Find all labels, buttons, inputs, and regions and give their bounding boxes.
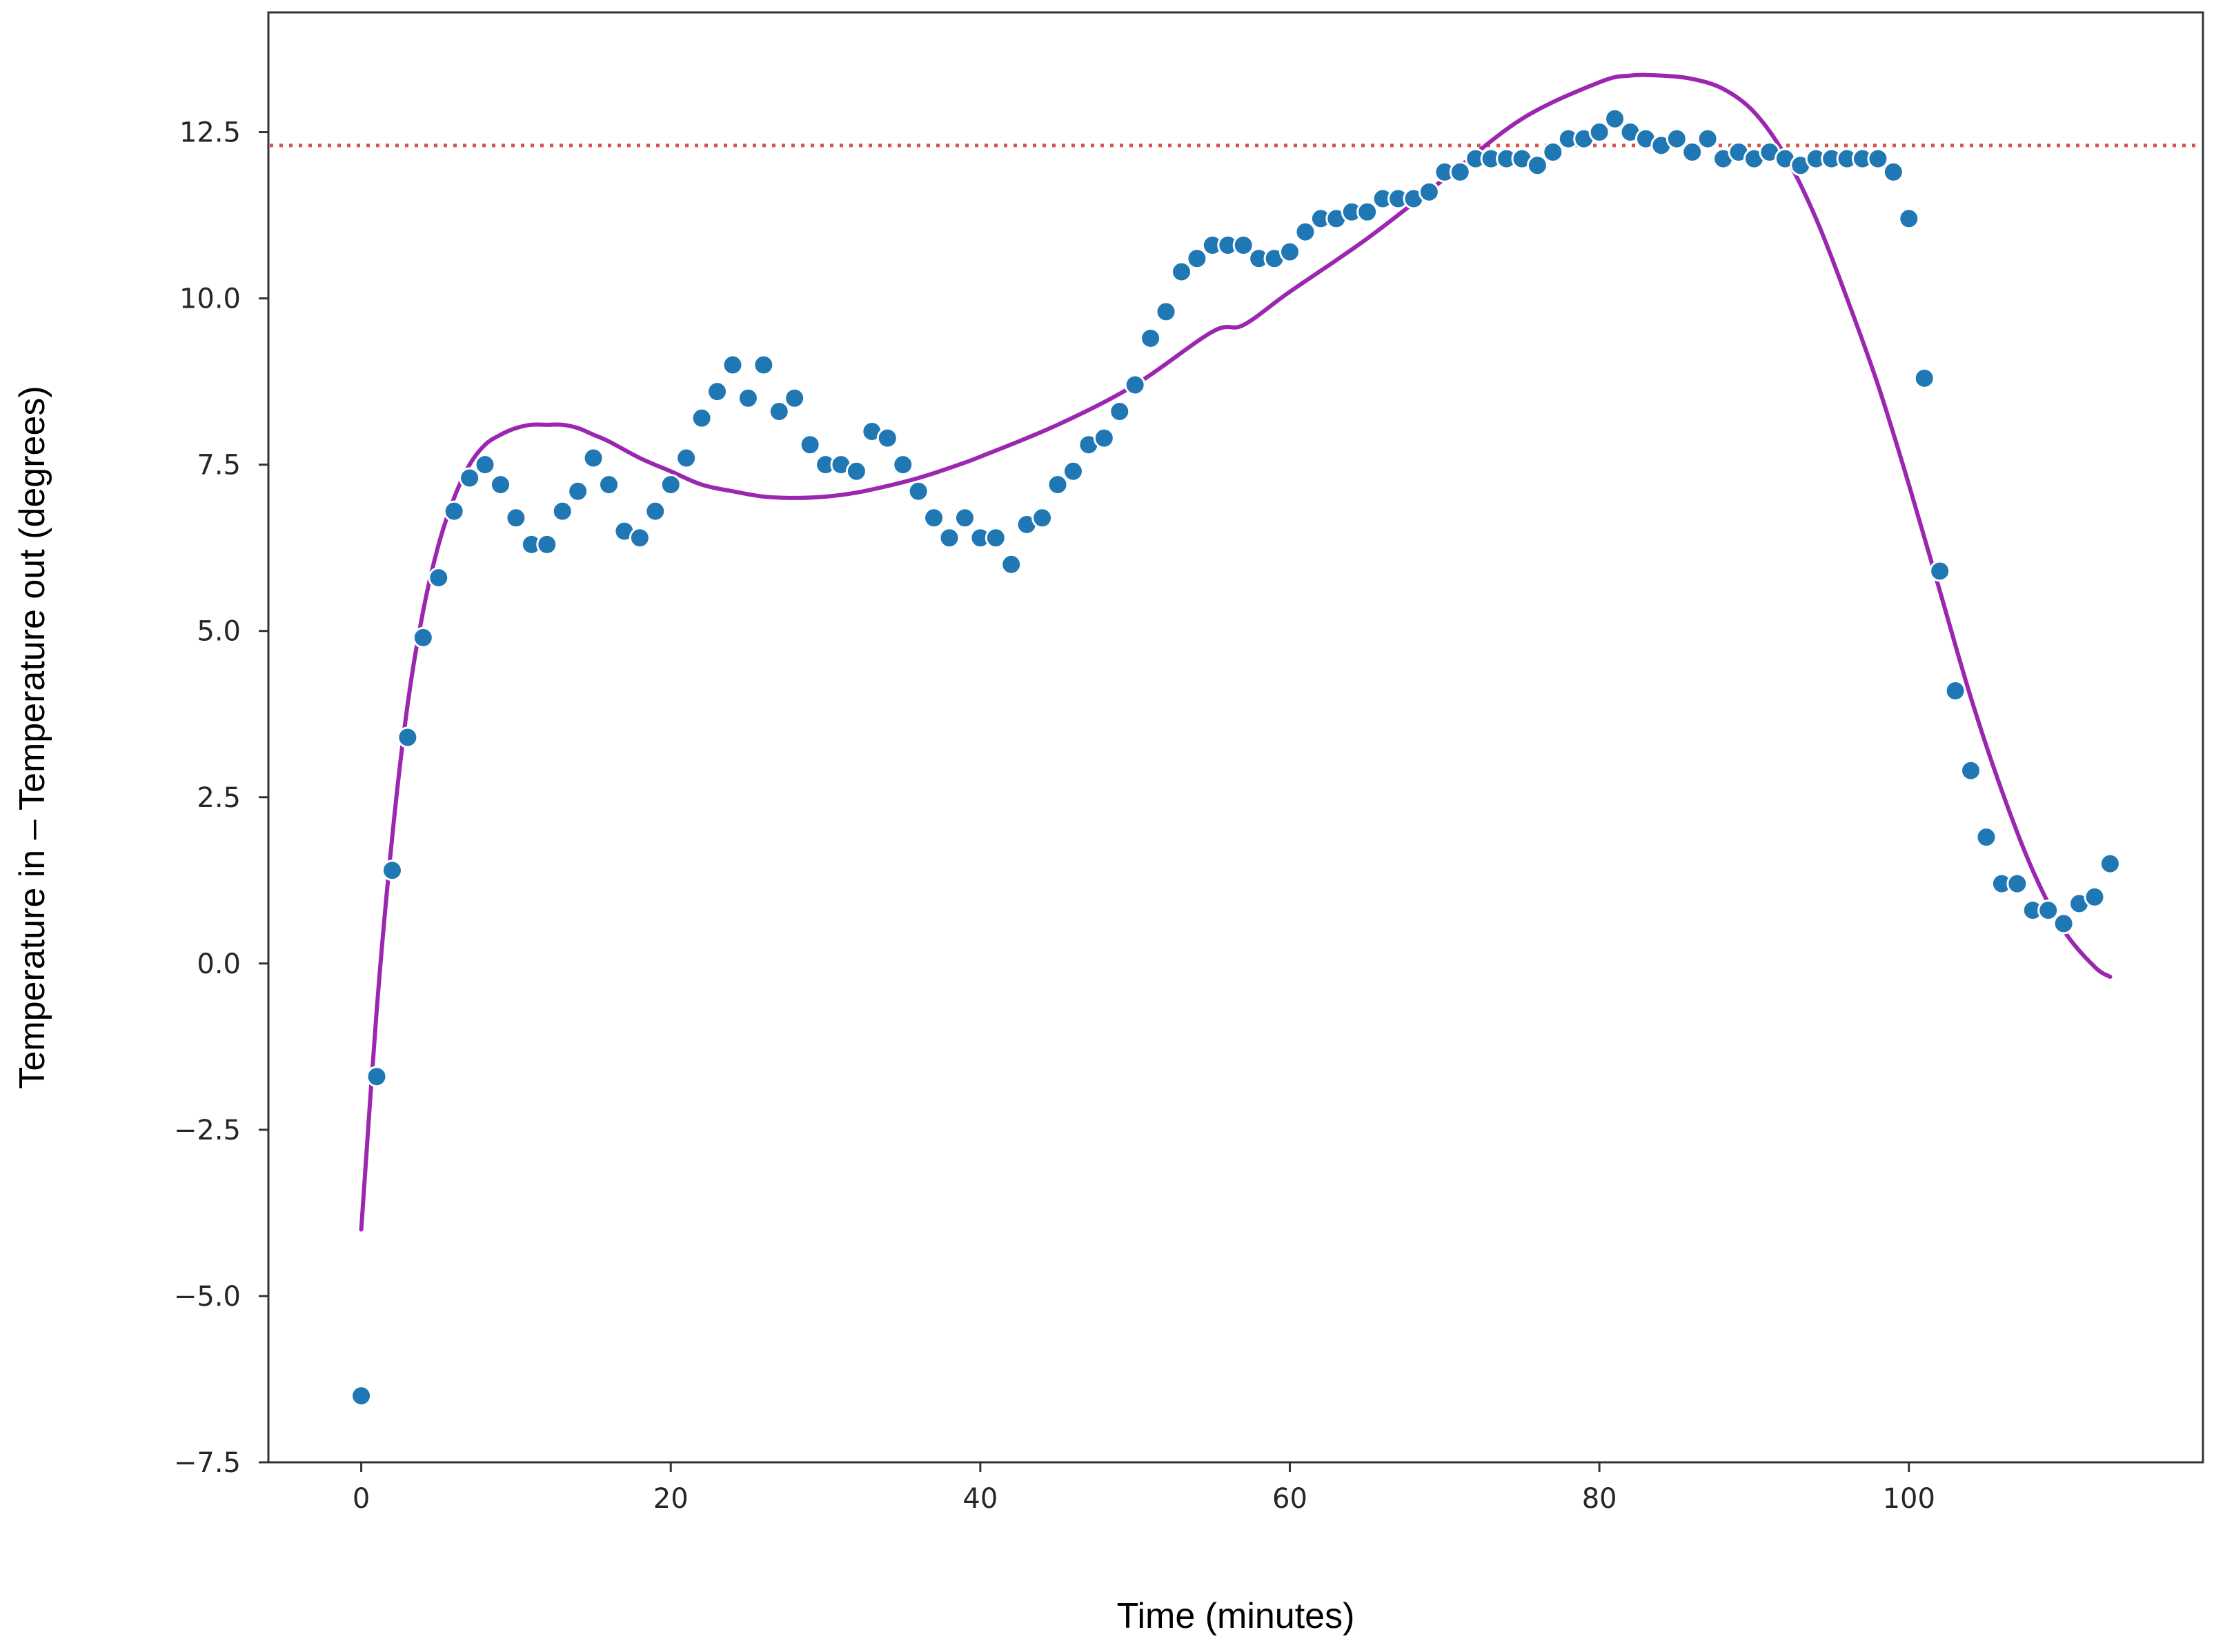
data-point: [567, 480, 589, 502]
y-tick-label: 10.0: [179, 283, 241, 315]
data-point: [1140, 327, 1162, 349]
data-point: [1944, 680, 1966, 702]
x-axis-label: Time (minutes): [1117, 1596, 1355, 1636]
data-point: [2006, 873, 2028, 895]
data-point: [892, 454, 914, 476]
y-tick-label: 2.5: [197, 782, 241, 814]
plot-frame: [267, 11, 2204, 1464]
data-point: [1526, 155, 1548, 177]
data-point: [1898, 208, 1920, 230]
data-point: [1604, 108, 1626, 130]
y-tick-label: 12.5: [179, 117, 241, 149]
data-point: [629, 527, 651, 549]
data-point: [1666, 128, 1688, 150]
fit-line-layer: [359, 72, 2113, 1232]
y-tick-label: 7.5: [197, 450, 241, 481]
data-point: [784, 387, 806, 409]
data-point: [1031, 507, 1054, 529]
x-tick-label: 60: [1272, 1483, 1307, 1515]
data-point: [953, 507, 976, 529]
x-axis-ticks: 0 20 40 60 80 100: [353, 1462, 1935, 1515]
data-point: [1047, 474, 1069, 496]
data-point: [1542, 141, 1564, 163]
data-point: [1418, 181, 1440, 203]
data-point: [1681, 141, 1703, 163]
x-tick-label: 100: [1883, 1483, 1935, 1515]
data-point: [1960, 759, 1982, 782]
data-point: [474, 454, 496, 476]
data-point: [412, 626, 434, 648]
x-tick-label: 20: [653, 1483, 689, 1515]
data-point: [598, 474, 620, 496]
data-point: [2053, 913, 2075, 935]
x-tick-label: 40: [962, 1483, 998, 1515]
data-point: [1109, 401, 1131, 423]
data-point: [582, 447, 604, 469]
data-point: [722, 354, 744, 376]
x-tick-label: 80: [1582, 1483, 1617, 1515]
data-point: [1093, 427, 1115, 449]
data-point: [675, 447, 698, 469]
data-point: [366, 1066, 388, 1088]
data-point: [1697, 128, 1719, 150]
data-point: [505, 507, 527, 529]
y-tick-label: 0.0: [197, 948, 241, 980]
y-axis-ticks: −7.5 −5.0 −2.5 0.0 2.5 5.0 7.5 10.0 12.5: [174, 117, 268, 1479]
y-tick-label: 5.0: [197, 616, 241, 648]
data-point: [923, 507, 945, 529]
data-point: [551, 500, 573, 522]
data-point: [1588, 121, 1610, 143]
y-axis-label: Temperature in – Temperature out (degree…: [12, 386, 52, 1088]
data-point: [381, 859, 403, 882]
data-point: [1913, 367, 1935, 389]
data-point: [737, 387, 759, 409]
data-point: [938, 527, 960, 549]
data-point: [1867, 148, 1889, 170]
data-point: [1062, 460, 1084, 482]
data-point: [1170, 261, 1192, 283]
data-point: [536, 533, 558, 555]
data-point: [1000, 553, 1022, 575]
data-point: [1279, 241, 1301, 263]
data-point: [985, 527, 1007, 549]
data-point: [459, 467, 481, 489]
data-point: [845, 460, 867, 482]
y-tick-label: −5.0: [174, 1281, 241, 1313]
data-point: [2084, 886, 2106, 908]
data-point: [768, 401, 790, 423]
data-point: [1155, 301, 1177, 323]
fit-line: [359, 72, 2113, 1232]
y-tick-label: −2.5: [174, 1115, 241, 1146]
data-point: [2099, 853, 2121, 875]
data-point: [428, 567, 450, 589]
data-point: [1232, 234, 1254, 256]
data-point: [753, 354, 775, 376]
data-point: [799, 434, 821, 456]
data-point: [1186, 248, 1208, 270]
data-point: [706, 381, 729, 403]
data-point: [2037, 899, 2059, 922]
data-point: [397, 726, 419, 748]
data-point: [1294, 221, 1316, 243]
data-point: [644, 500, 666, 522]
data-point: [1449, 161, 1471, 183]
data-point: [1124, 374, 1146, 396]
data-point: [489, 474, 511, 496]
data-point: [876, 427, 898, 449]
x-tick-label: 0: [353, 1483, 370, 1515]
data-point: [1882, 161, 1904, 183]
data-point: [660, 474, 682, 496]
data-point: [691, 407, 713, 429]
y-tick-label: −7.5: [174, 1447, 241, 1479]
data-point: [1975, 826, 1997, 848]
data-point: [1929, 560, 1951, 582]
data-point: [350, 1385, 373, 1407]
scatter-layer: [350, 108, 2121, 1407]
data-point: [1356, 201, 1378, 223]
data-point: [907, 480, 929, 502]
data-point: [443, 500, 465, 522]
